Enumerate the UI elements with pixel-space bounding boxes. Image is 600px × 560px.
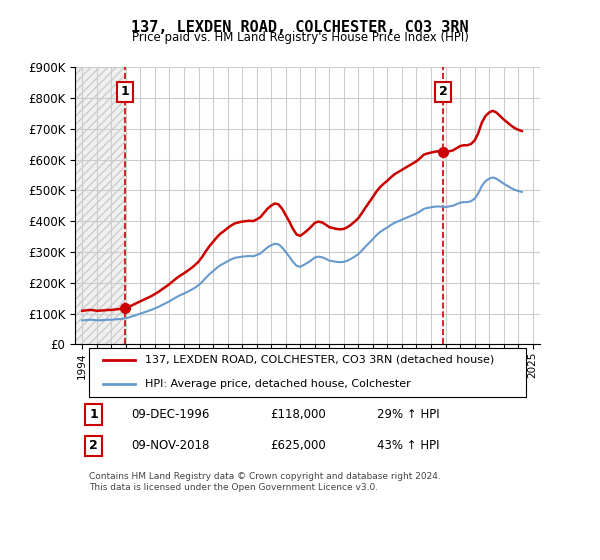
Text: £625,000: £625,000 — [270, 440, 326, 452]
Text: 43% ↑ HPI: 43% ↑ HPI — [377, 440, 440, 452]
FancyBboxPatch shape — [89, 348, 526, 397]
Text: 2: 2 — [439, 85, 448, 99]
Text: £118,000: £118,000 — [270, 408, 326, 421]
Text: Price paid vs. HM Land Registry's House Price Index (HPI): Price paid vs. HM Land Registry's House … — [131, 31, 469, 44]
Text: 1: 1 — [89, 408, 98, 421]
Text: 2: 2 — [89, 440, 98, 452]
Text: 137, LEXDEN ROAD, COLCHESTER, CO3 3RN: 137, LEXDEN ROAD, COLCHESTER, CO3 3RN — [131, 20, 469, 35]
Text: 09-NOV-2018: 09-NOV-2018 — [131, 440, 209, 452]
Text: 29% ↑ HPI: 29% ↑ HPI — [377, 408, 440, 421]
Text: 137, LEXDEN ROAD, COLCHESTER, CO3 3RN (detached house): 137, LEXDEN ROAD, COLCHESTER, CO3 3RN (d… — [145, 355, 494, 365]
Text: 1: 1 — [121, 85, 129, 99]
Text: Contains HM Land Registry data © Crown copyright and database right 2024.
This d: Contains HM Land Registry data © Crown c… — [89, 472, 440, 492]
Bar — [75, 67, 125, 344]
Text: 09-DEC-1996: 09-DEC-1996 — [131, 408, 209, 421]
Text: HPI: Average price, detached house, Colchester: HPI: Average price, detached house, Colc… — [145, 379, 410, 389]
